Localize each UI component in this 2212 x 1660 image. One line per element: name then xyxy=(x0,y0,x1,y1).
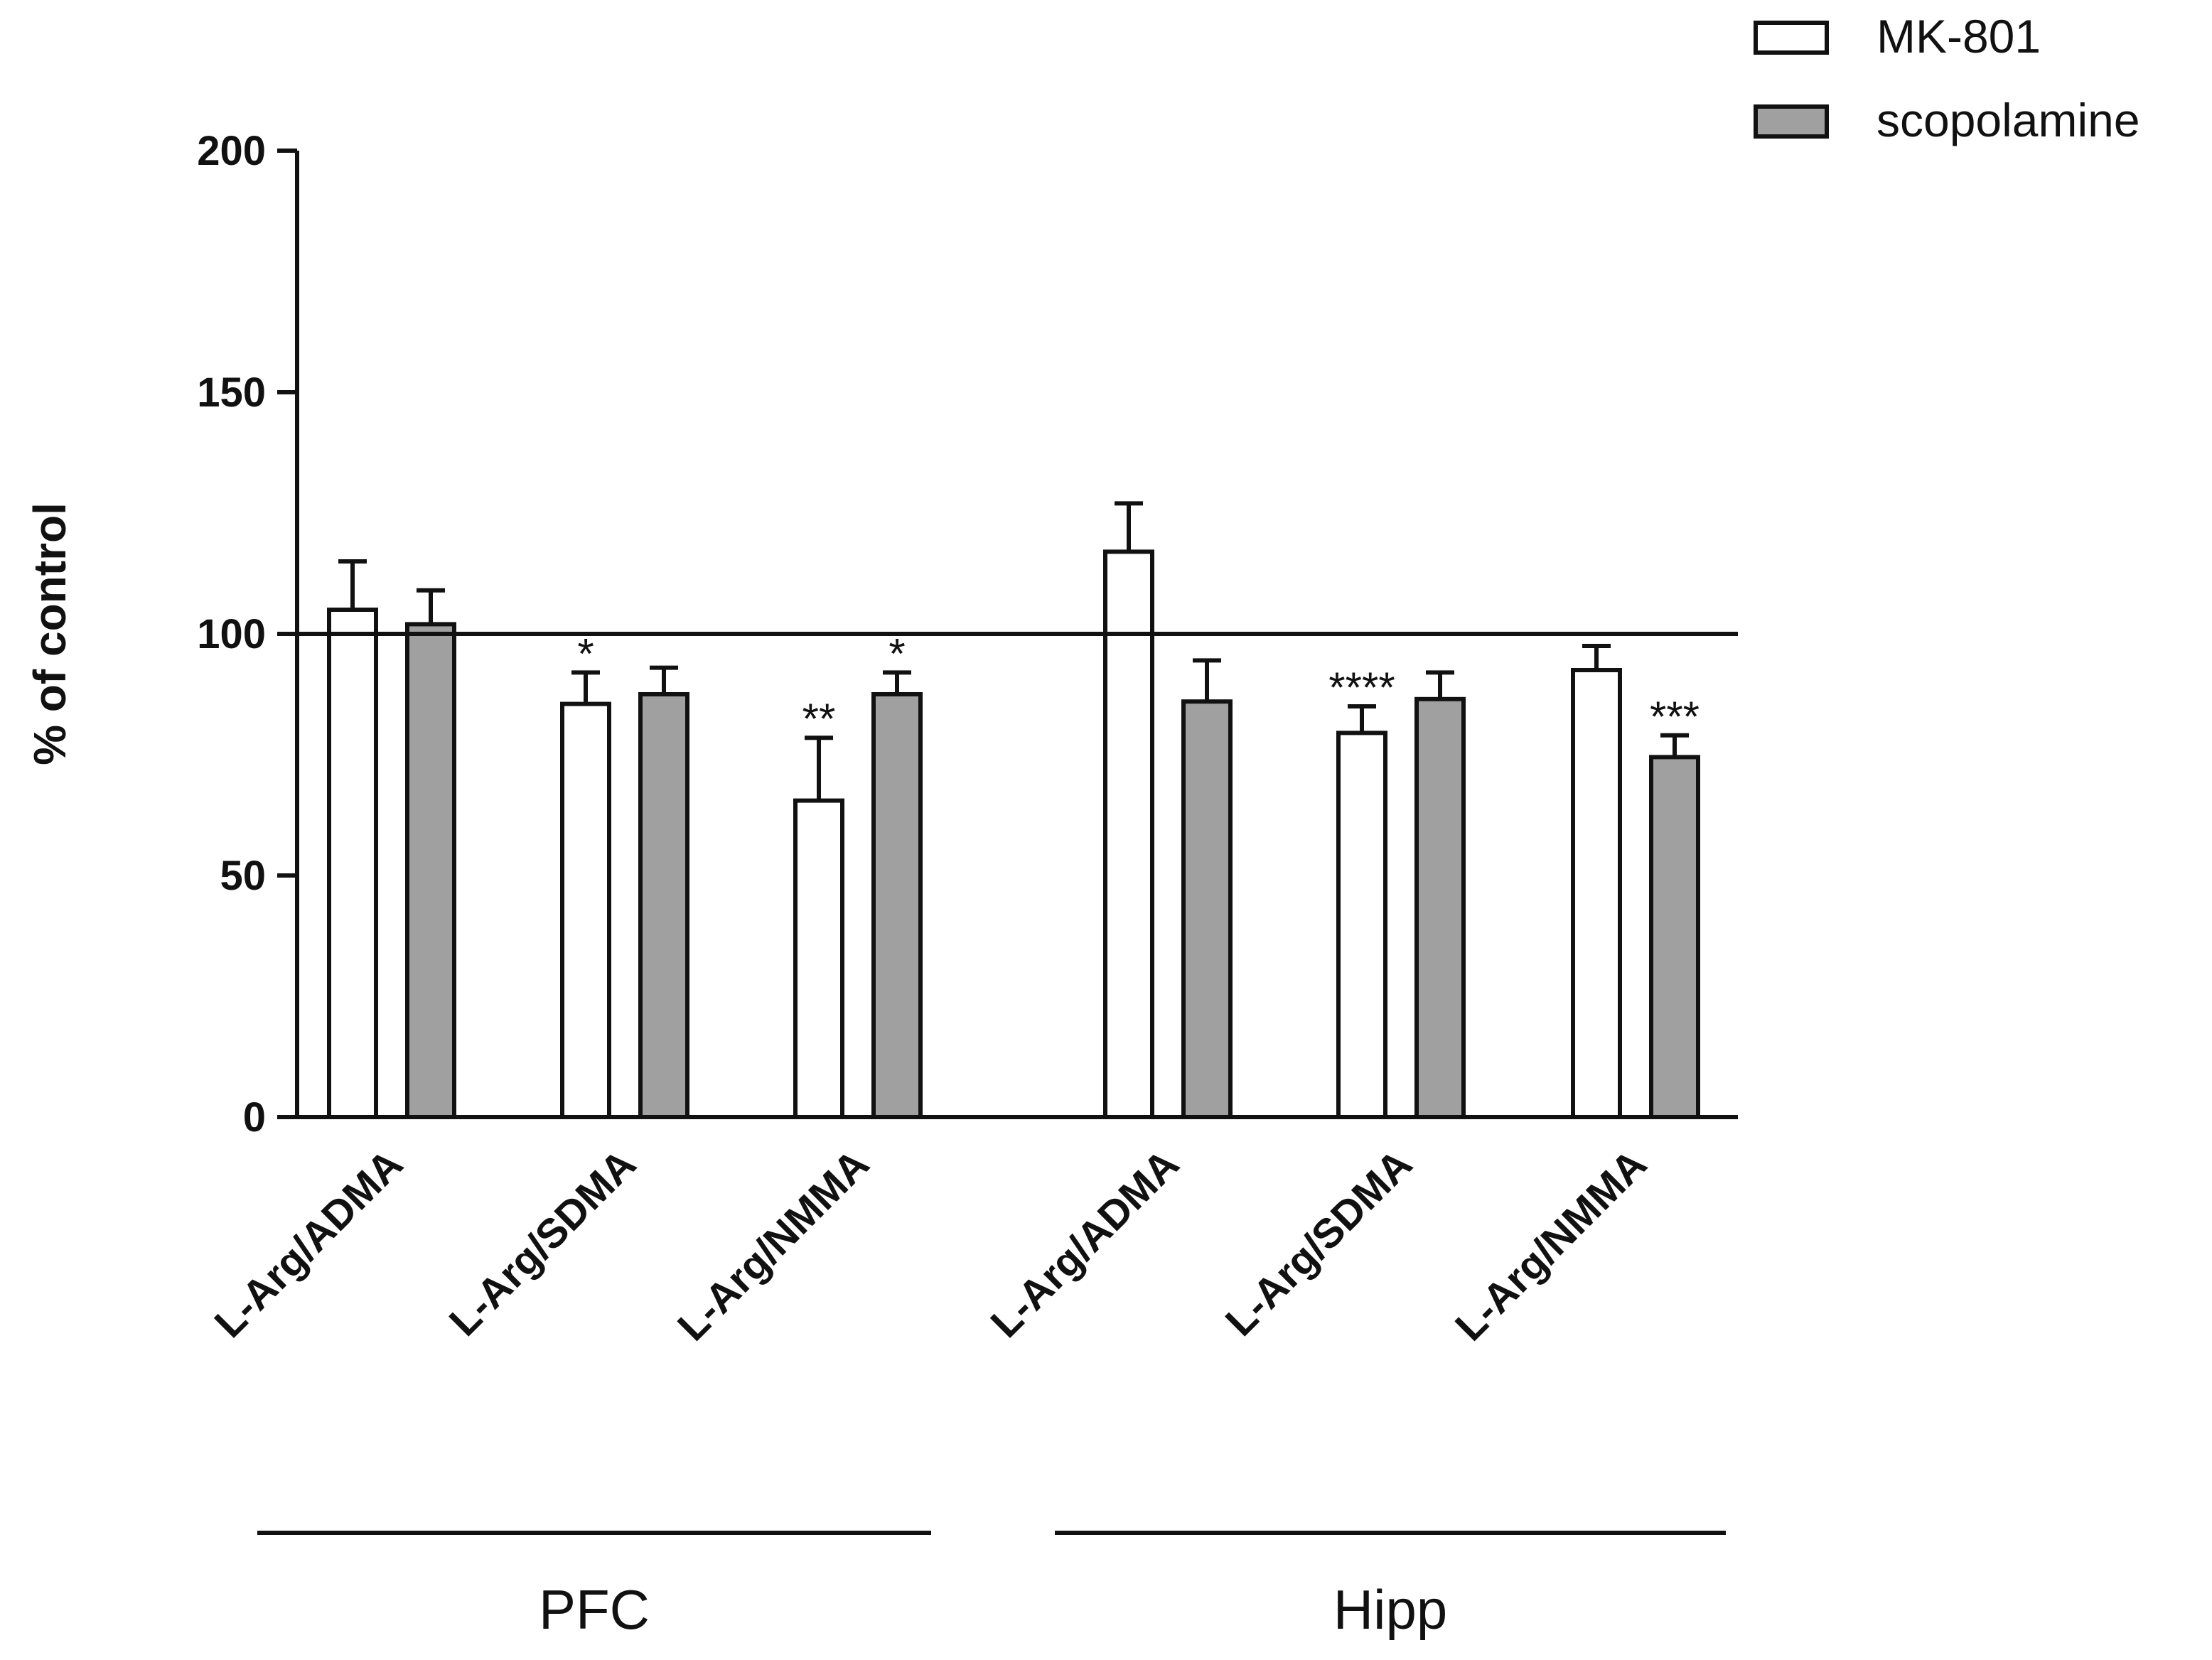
y-axis-title: % of control xyxy=(24,502,75,765)
bar-scopolamine xyxy=(871,692,923,1119)
bar-scopolamine xyxy=(1414,696,1466,1119)
significance-mark: **** xyxy=(1328,664,1395,711)
bar-scopolamine xyxy=(1649,755,1700,1120)
category-label: L-Arg/NMMA xyxy=(1446,1141,1655,1349)
bar-scopolamine xyxy=(405,622,456,1119)
legend-label: scopolamine xyxy=(1877,94,2140,146)
axes-layer xyxy=(257,149,1738,1535)
group-label: Hipp xyxy=(1333,1578,1447,1641)
significance-mark: * xyxy=(888,630,905,677)
y-tick-label: 0 xyxy=(243,1094,266,1141)
legend-swatch xyxy=(1754,21,1829,55)
bar-mk-801 xyxy=(793,798,844,1119)
y-tick-label: 50 xyxy=(220,853,266,899)
bar-mk-801 xyxy=(327,608,378,1119)
legend-label: MK-801 xyxy=(1877,10,2041,63)
significance-mark: * xyxy=(577,630,594,677)
category-label: L-Arg/ADMA xyxy=(205,1141,412,1347)
bar-mk-801 xyxy=(1571,668,1622,1119)
legend: MK-801 scopolamine xyxy=(1754,10,2140,146)
significance-mark: ** xyxy=(802,695,836,743)
category-label: L-Arg/SDMA xyxy=(1217,1141,1421,1344)
bar-scopolamine xyxy=(638,692,689,1119)
bar-mk-801 xyxy=(1103,549,1154,1119)
category-label: L-Arg/ADMA xyxy=(982,1141,1188,1347)
bar-mk-801 xyxy=(560,701,611,1119)
significance-mark: *** xyxy=(1650,693,1700,740)
legend-swatch xyxy=(1754,104,1829,139)
group-label: PFC xyxy=(539,1578,650,1641)
bar-mk-801 xyxy=(1336,731,1387,1119)
category-label: L-Arg/SDMA xyxy=(441,1141,645,1344)
y-tick-label: 200 xyxy=(197,128,266,174)
y-tick-label: 150 xyxy=(197,370,266,416)
bar-scopolamine xyxy=(1181,699,1233,1119)
bars-layer xyxy=(327,501,1700,1120)
y-tick-label: 100 xyxy=(197,611,266,657)
category-label: L-Arg/NMMA xyxy=(669,1141,878,1349)
